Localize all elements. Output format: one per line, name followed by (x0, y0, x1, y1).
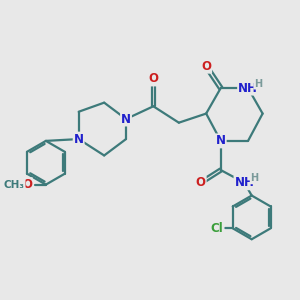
Text: Cl: Cl (211, 222, 224, 235)
Text: H: H (254, 79, 262, 89)
Text: O: O (201, 60, 211, 73)
Text: NH: NH (238, 82, 258, 94)
Text: NH: NH (235, 176, 254, 189)
Text: O: O (148, 73, 158, 85)
Text: N: N (121, 112, 131, 125)
Text: N: N (216, 134, 226, 147)
Text: O: O (196, 176, 206, 189)
Text: H: H (250, 173, 259, 183)
Text: CH₃: CH₃ (4, 180, 25, 190)
Text: N: N (74, 133, 84, 146)
Text: O: O (22, 178, 32, 191)
